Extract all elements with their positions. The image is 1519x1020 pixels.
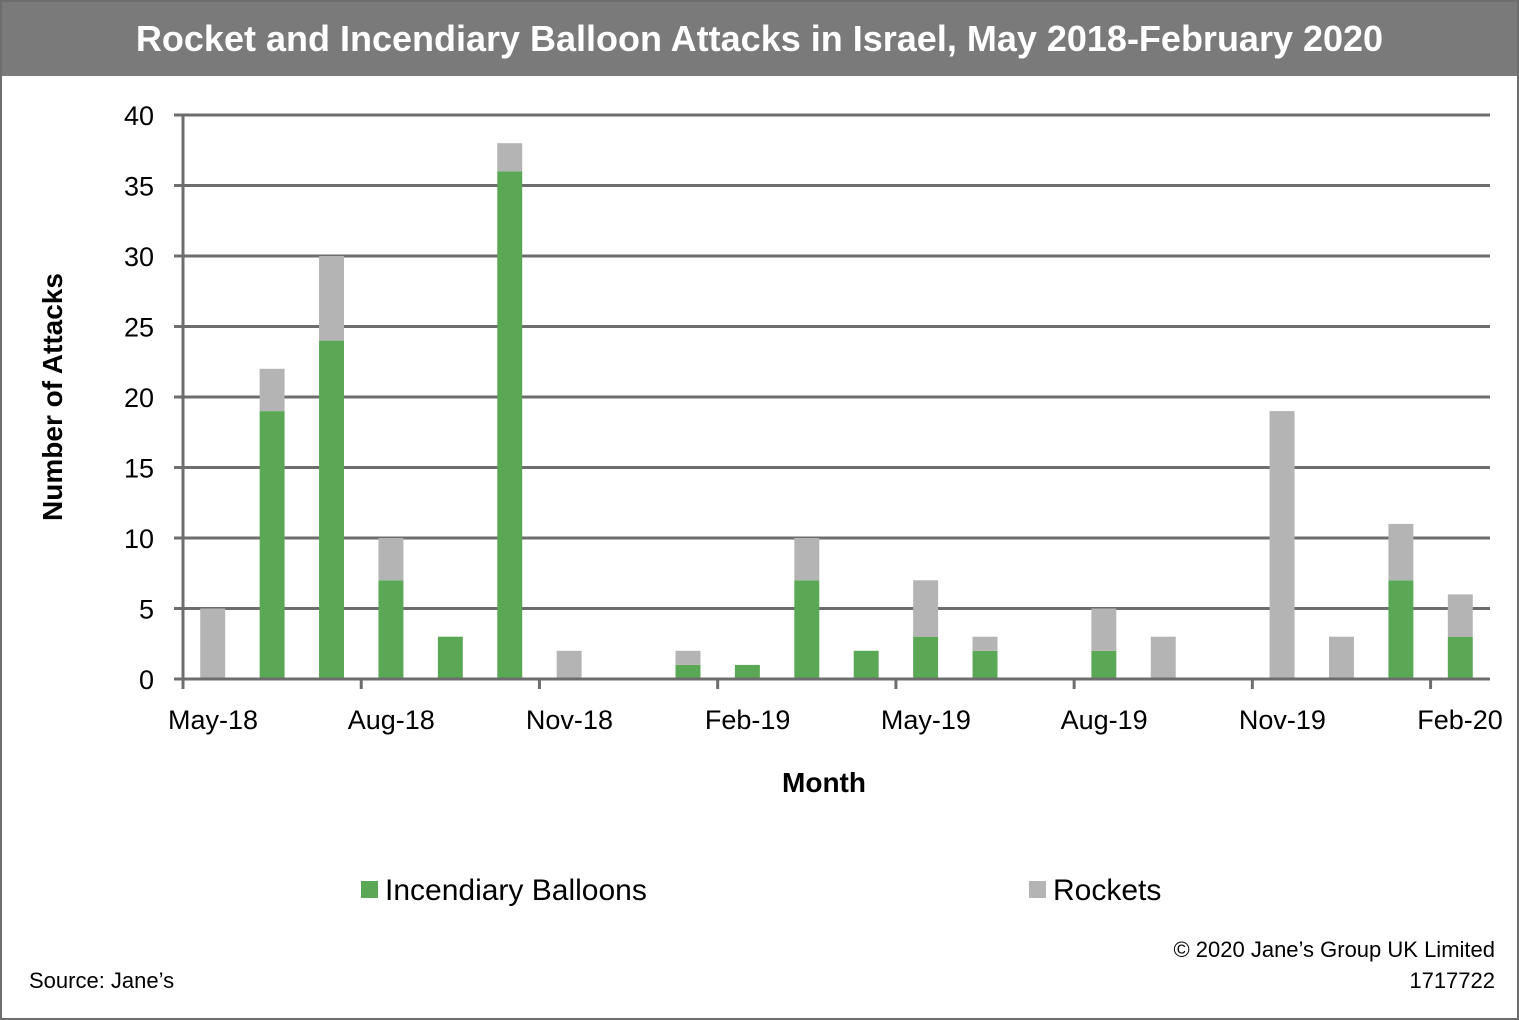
x-tick-label: Nov-18	[526, 705, 613, 735]
bar-rockets	[1150, 636, 1176, 679]
bar-balloons	[497, 171, 523, 679]
y-axis-title: Number of Attacks	[37, 273, 68, 521]
bar-rockets	[1388, 523, 1414, 581]
axes	[174, 115, 1490, 688]
y-tick-label: 35	[124, 172, 154, 202]
legend-swatch-balloons	[361, 881, 378, 898]
x-tick-label: May-18	[168, 705, 258, 735]
bar-rockets	[1269, 411, 1295, 679]
y-tick-label: 5	[139, 595, 154, 625]
title-bar: Rocket and Incendiary Balloon Attacks in…	[2, 2, 1517, 76]
bar-balloons	[913, 636, 939, 679]
bar-rockets	[259, 368, 285, 412]
source-text: Source: Jane’s	[29, 968, 175, 993]
bar-rockets	[497, 143, 523, 172]
bar-balloons	[734, 664, 760, 679]
x-tick-label: May-19	[881, 705, 971, 735]
bar-rockets	[200, 608, 226, 679]
bar-balloons	[972, 650, 998, 679]
bars	[200, 143, 1473, 679]
y-tick-label: 15	[124, 454, 154, 484]
bar-rockets	[319, 256, 344, 341]
bar-balloons	[319, 340, 344, 679]
y-tick-label: 30	[124, 242, 154, 272]
bar-rockets	[1091, 608, 1117, 651]
y-tick-label: 20	[124, 383, 154, 413]
bar-rockets	[556, 650, 582, 679]
x-tick-label: Aug-19	[1061, 705, 1148, 735]
copyright-text: © 2020 Jane’s Group UK Limited	[1173, 937, 1495, 962]
bar-balloons	[1447, 636, 1473, 679]
bar-balloons	[437, 636, 463, 679]
gridlines	[174, 113, 1490, 610]
legend-label-rockets: Rockets	[1053, 874, 1161, 907]
bar-balloons	[794, 580, 820, 679]
bar-rockets	[794, 538, 820, 581]
x-tick-label: Nov-19	[1239, 705, 1326, 735]
x-axis-title: Month	[782, 767, 866, 798]
bar-rockets	[675, 650, 701, 665]
bar-rockets	[1447, 594, 1473, 637]
y-tick-label: 40	[124, 101, 154, 131]
bar-rockets	[1329, 636, 1354, 679]
x-tick-label: Feb-19	[705, 705, 791, 735]
x-tick-label: Feb-20	[1417, 705, 1503, 735]
bar-rockets	[972, 636, 998, 651]
figure-id: 1717722	[1409, 968, 1495, 993]
bar-balloons	[1388, 580, 1414, 679]
bar-rockets	[913, 580, 939, 637]
bar-balloons	[1091, 650, 1117, 679]
y-tick-label: 0	[139, 665, 154, 695]
y-tick-label: 10	[124, 524, 154, 554]
bar-rockets	[378, 538, 404, 581]
bar-balloons	[378, 580, 404, 679]
legend: Incendiary Balloons Rockets	[361, 874, 1161, 907]
bar-balloons	[675, 664, 701, 679]
y-axis-ticks: 0 5 10 15 20 25 30 35 40	[124, 101, 154, 695]
x-tick-label: Aug-18	[348, 705, 435, 735]
y-tick-label: 25	[124, 313, 154, 343]
legend-swatch-rockets	[1029, 881, 1046, 898]
x-axis-ticks: May-18 Aug-18 Nov-18 Feb-19 May-19 Aug-19 Nov-…	[168, 679, 1503, 735]
bar-balloons	[853, 650, 879, 679]
chart-title: Rocket and Incendiary Balloon Attacks in…	[135, 18, 1384, 59]
bar-balloons	[259, 411, 285, 679]
legend-label-balloons: Incendiary Balloons	[385, 874, 647, 907]
